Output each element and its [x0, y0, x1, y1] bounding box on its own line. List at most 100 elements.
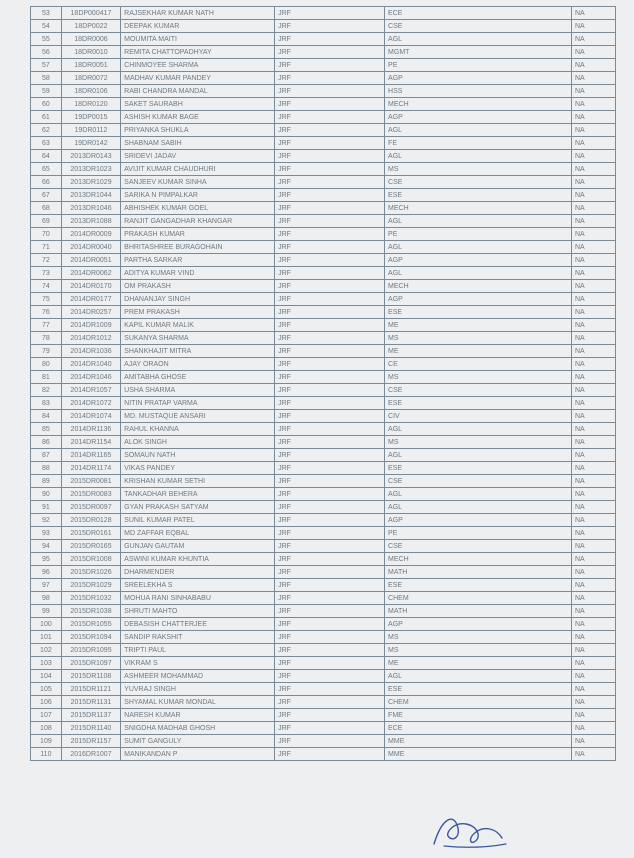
cell-type: JRF	[275, 488, 385, 501]
cell-sn: 102	[31, 644, 62, 657]
cell-type: JRF	[275, 735, 385, 748]
cell-dept: AGL	[385, 670, 572, 683]
cell-sn: 106	[31, 696, 62, 709]
cell-id: 2014DR1072	[61, 397, 120, 410]
cell-dept: AGL	[385, 449, 572, 462]
cell-type: JRF	[275, 540, 385, 553]
cell-type: JRF	[275, 7, 385, 20]
table-row: 922015DR0128SUNIL KUMAR PATELJRFAGPNA	[31, 514, 616, 527]
cell-type: JRF	[275, 176, 385, 189]
cell-na: NA	[571, 735, 615, 748]
cell-id: 2015DR0161	[61, 527, 120, 540]
table-row: 5518DR0006MOUMITA MAITIJRFAGLNA	[31, 33, 616, 46]
cell-type: JRF	[275, 280, 385, 293]
cell-na: NA	[571, 72, 615, 85]
cell-dept: AGP	[385, 111, 572, 124]
table-row: 952015DR1008ASWINI KUMAR KHUNTIAJRFMECHN…	[31, 553, 616, 566]
cell-sn: 78	[31, 332, 62, 345]
cell-id: 18DR0006	[61, 33, 120, 46]
cell-na: NA	[571, 670, 615, 683]
table-row: 882014DR1174VIKAS PANDEYJRFESENA	[31, 462, 616, 475]
cell-na: NA	[571, 514, 615, 527]
cell-type: JRF	[275, 111, 385, 124]
cell-dept: AGP	[385, 254, 572, 267]
cell-type: JRF	[275, 384, 385, 397]
cell-type: JRF	[275, 20, 385, 33]
cell-type: JRF	[275, 228, 385, 241]
table-row: 872014DR1165SOMAUN NATHJRFAGLNA	[31, 449, 616, 462]
cell-sn: 82	[31, 384, 62, 397]
table-row: 1002015DR1055DEBASISH CHATTERJEEJRFAGPNA	[31, 618, 616, 631]
cell-na: NA	[571, 33, 615, 46]
cell-na: NA	[571, 696, 615, 709]
cell-dept: CSE	[385, 384, 572, 397]
cell-na: NA	[571, 410, 615, 423]
cell-na: NA	[571, 332, 615, 345]
cell-type: JRF	[275, 254, 385, 267]
cell-type: JRF	[275, 332, 385, 345]
cell-id: 18DP000417	[61, 7, 120, 20]
cell-id: 18DP0022	[61, 20, 120, 33]
table-row: 652013DR1023AVIJIT KUMAR CHAUDHURIJRFMSN…	[31, 163, 616, 176]
cell-na: NA	[571, 566, 615, 579]
table-row: 972015DR1029SREELEKHA SJRFESENA	[31, 579, 616, 592]
cell-dept: MS	[385, 631, 572, 644]
cell-sn: 105	[31, 683, 62, 696]
cell-na: NA	[571, 176, 615, 189]
cell-name: ASHMEER MOHAMMAD	[121, 670, 275, 683]
table-row: 852014DR1136RAHUL KHANNAJRFAGLNA	[31, 423, 616, 436]
cell-sn: 88	[31, 462, 62, 475]
cell-dept: CSE	[385, 475, 572, 488]
cell-dept: AGL	[385, 423, 572, 436]
cell-sn: 87	[31, 449, 62, 462]
cell-na: NA	[571, 267, 615, 280]
table-row: 1012015DR1094SANDIP RAKSHITJRFMSNA	[31, 631, 616, 644]
cell-dept: ME	[385, 657, 572, 670]
cell-dept: ME	[385, 345, 572, 358]
cell-sn: 103	[31, 657, 62, 670]
cell-na: NA	[571, 241, 615, 254]
cell-dept: HSS	[385, 85, 572, 98]
table-row: 772014DR1009KAPIL KUMAR MALIKJRFMENA	[31, 319, 616, 332]
cell-na: NA	[571, 540, 615, 553]
table-row: 5618DR0010REMITA CHATTOPADHYAYJRFMGMTNA	[31, 46, 616, 59]
cell-dept: AGP	[385, 618, 572, 631]
cell-na: NA	[571, 163, 615, 176]
cell-type: JRF	[275, 306, 385, 319]
cell-id: 2015DR1097	[61, 657, 120, 670]
cell-id: 2015DR1108	[61, 670, 120, 683]
cell-name: SRIDEVI JADAV	[121, 150, 275, 163]
cell-dept: CE	[385, 358, 572, 371]
cell-name: NARESH KUMAR	[121, 709, 275, 722]
table-row: 802014DR1040AJAY ORAONJRFCENA	[31, 358, 616, 371]
cell-sn: 92	[31, 514, 62, 527]
cell-na: NA	[571, 371, 615, 384]
cell-na: NA	[571, 605, 615, 618]
table-row: 722014DR0051PARTHA SARKARJRFAGPNA	[31, 254, 616, 267]
cell-type: JRF	[275, 644, 385, 657]
cell-name: VIKAS PANDEY	[121, 462, 275, 475]
cell-name: REMITA CHATTOPADHYAY	[121, 46, 275, 59]
cell-id: 2015DR0165	[61, 540, 120, 553]
cell-name: ALOK SINGH	[121, 436, 275, 449]
cell-type: JRF	[275, 722, 385, 735]
cell-na: NA	[571, 150, 615, 163]
cell-na: NA	[571, 254, 615, 267]
cell-na: NA	[571, 683, 615, 696]
table-row: 822014DR1057USHA SHARMAJRFCSENA	[31, 384, 616, 397]
cell-sn: 57	[31, 59, 62, 72]
cell-name: ASWINI KUMAR KHUNTIA	[121, 553, 275, 566]
cell-name: KRISHAN KUMAR SETHI	[121, 475, 275, 488]
cell-id: 2013DR1023	[61, 163, 120, 176]
table-row: 752014DR0177DHANANJAY SINGHJRFAGPNA	[31, 293, 616, 306]
cell-id: 2014DR1174	[61, 462, 120, 475]
cell-type: JRF	[275, 189, 385, 202]
cell-dept: CHEM	[385, 592, 572, 605]
cell-id: 2015DR0128	[61, 514, 120, 527]
cell-id: 2013DR1029	[61, 176, 120, 189]
cell-dept: PE	[385, 59, 572, 72]
cell-sn: 76	[31, 306, 62, 319]
cell-dept: CSE	[385, 20, 572, 33]
cell-sn: 64	[31, 150, 62, 163]
cell-name: SNIGDHA MADHAB GHOSH	[121, 722, 275, 735]
